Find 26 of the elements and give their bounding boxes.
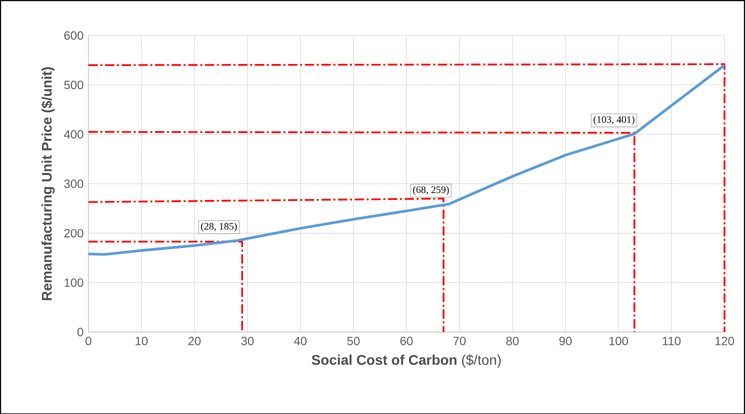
x-tick-label: 80: [506, 336, 519, 346]
y-tick-label: 0: [78, 328, 84, 336]
x-tick-label: 20: [188, 336, 201, 346]
x-tick-label: 60: [400, 336, 413, 346]
y-axis-title: Remanufacturing Unit Price ($/unit): [41, 66, 55, 300]
x-tick-label: 90: [559, 336, 572, 346]
x-axis-title: Social Cost of Carbon ($/ton): [312, 354, 501, 368]
y-tick-label: 300: [64, 179, 84, 188]
line-series: [87, 64, 726, 256]
y-tick-label: 600: [64, 31, 84, 40]
x-tick-label: 40: [294, 336, 307, 346]
x-tick-label: 10: [136, 336, 148, 346]
y-tick-label: 100: [64, 278, 84, 287]
annotation: (28, 185): [201, 222, 237, 232]
x-tick-label: 100: [609, 336, 628, 346]
x-tick-label: 70: [453, 336, 466, 346]
y-tick-label: 200: [64, 228, 84, 238]
x-tick-label: 110: [662, 336, 681, 346]
annotation: (103, 401): [594, 116, 634, 125]
x-tick-label: 30: [241, 336, 254, 346]
x-tick-label: 50: [347, 336, 360, 346]
x-tick-label: 120: [715, 336, 734, 346]
y-tick-label: 500: [64, 80, 84, 89]
x-tick-label: 0: [86, 336, 92, 346]
annotation: (68, 259): [413, 186, 449, 195]
y-tick-label: 400: [64, 130, 84, 138]
